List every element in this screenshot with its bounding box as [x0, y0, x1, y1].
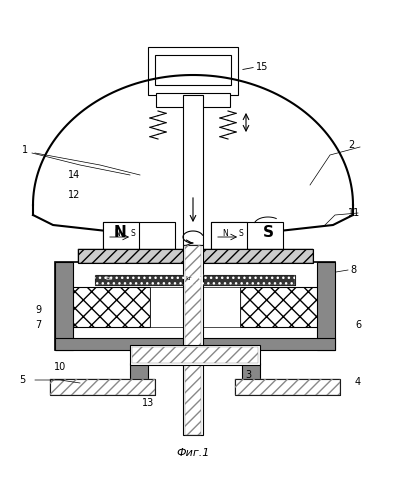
Bar	[240, 287, 320, 327]
Bar	[78, 249, 313, 263]
Bar	[55, 262, 335, 350]
Bar	[95, 300, 295, 305]
Bar	[183, 245, 203, 435]
Text: 11: 11	[348, 208, 360, 218]
Bar	[70, 287, 150, 327]
Text: N: N	[114, 224, 126, 240]
Bar	[150, 287, 240, 327]
Text: 4: 4	[355, 377, 361, 387]
Text: S: S	[262, 224, 274, 240]
Bar	[132, 347, 258, 363]
Text: 1: 1	[22, 145, 28, 155]
Bar	[50, 379, 155, 395]
Text: 5: 5	[19, 375, 25, 385]
Text: 13: 13	[142, 398, 154, 408]
Bar	[155, 55, 231, 85]
Text: Фиг.1: Фиг.1	[176, 448, 210, 458]
Bar	[211, 222, 283, 250]
Text: 7: 7	[35, 320, 41, 330]
Bar	[242, 363, 260, 385]
Text: 6: 6	[355, 320, 361, 330]
Bar	[95, 294, 295, 299]
Text: 8: 8	[350, 265, 356, 275]
Bar	[103, 222, 139, 250]
Bar	[148, 47, 238, 95]
Bar	[95, 275, 295, 285]
Bar	[235, 379, 340, 395]
Bar	[156, 93, 230, 107]
Text: N: N	[114, 228, 120, 237]
Bar	[55, 338, 335, 350]
Text: kr: kr	[185, 276, 191, 281]
Text: 9: 9	[35, 305, 41, 315]
Text: 14: 14	[68, 170, 80, 180]
Bar	[185, 245, 201, 435]
Text: 10: 10	[54, 362, 66, 372]
Text: N: N	[222, 228, 228, 237]
Text: S: S	[239, 228, 243, 237]
Text: 2: 2	[348, 140, 354, 150]
Bar	[55, 262, 73, 350]
Bar	[95, 288, 295, 293]
Text: bc: bc	[105, 276, 112, 281]
Bar	[95, 275, 295, 285]
Bar	[78, 249, 313, 263]
Bar	[103, 222, 175, 250]
Bar	[211, 222, 247, 250]
Bar	[50, 379, 155, 395]
Text: S: S	[131, 228, 135, 237]
Bar	[235, 379, 340, 395]
Text: 12: 12	[68, 190, 80, 200]
Bar	[317, 262, 335, 350]
Bar	[130, 345, 260, 365]
Bar	[183, 95, 203, 245]
Bar	[130, 363, 148, 385]
Text: 15: 15	[256, 62, 268, 72]
Text: 3: 3	[245, 370, 251, 380]
